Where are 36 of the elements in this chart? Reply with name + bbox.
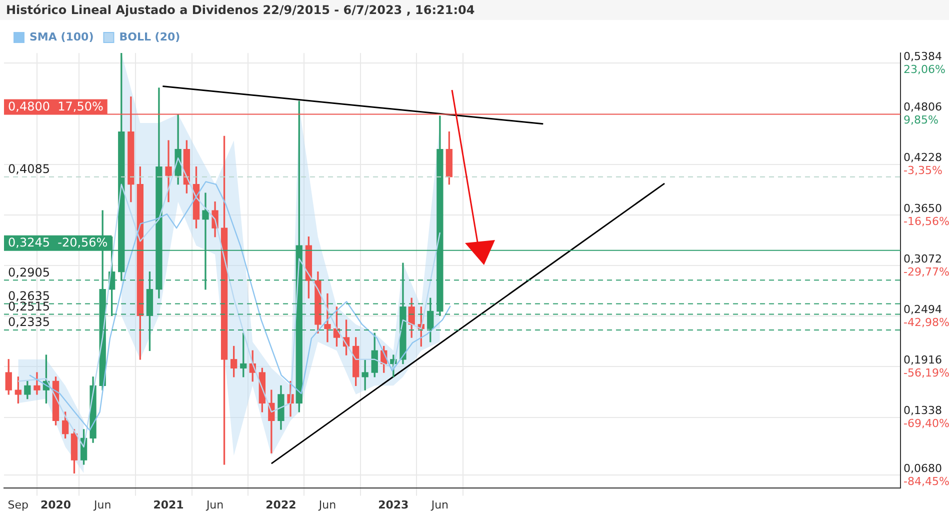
x-tick-label: 2020 <box>40 498 72 512</box>
y2-tick-label: -16,56% <box>904 214 949 228</box>
legend-label: BOLL (20) <box>119 30 180 44</box>
y2-tick-label: -69,40% <box>904 417 949 430</box>
y-tick-label: 0,1338 <box>904 404 942 418</box>
x-tick-label: Sep <box>8 498 29 512</box>
x-tick-label: 2022 <box>266 498 296 512</box>
y2-tick-label: 23,06% <box>904 62 946 76</box>
y2-tick-label: -42,98% <box>904 316 949 329</box>
y-tick-label: 0,5384 <box>904 50 942 64</box>
ref-line-label: 0,2905 <box>8 265 50 280</box>
chart-title: Histórico Lineal Ajustado a Dividenos 22/9/2015 - 6/7/2023 , 16:21:04 <box>0 0 949 20</box>
ref-line-label: 0,4800 17,50% <box>8 99 104 114</box>
y2-tick-label: -3,35% <box>904 164 942 178</box>
y-tick-label: 0,2494 <box>904 303 942 316</box>
y-tick-label: 0,1916 <box>904 354 942 367</box>
y2-tick-label: -56,19% <box>904 366 949 380</box>
legend-label: SMA (100) <box>30 30 94 44</box>
ref-line-label: 0,4085 <box>8 162 50 176</box>
x-tick-label: Jun <box>205 498 224 512</box>
y-tick-label: 0,3072 <box>904 252 942 266</box>
y2-tick-label: 9,85% <box>904 114 938 127</box>
x-tick-label: Jun <box>92 498 112 512</box>
y-tick-label: 0,0680 <box>904 462 942 475</box>
x-tick-label: 2023 <box>378 498 409 512</box>
x-tick-label: Jun <box>318 498 336 512</box>
y2-tick-label: -29,77% <box>904 265 949 278</box>
ref-line-label: 0,2635 <box>8 288 50 303</box>
y-tick-label: 0,4228 <box>904 151 942 164</box>
y-tick-label: 0,3650 <box>904 202 942 215</box>
y-tick-label: 0,4806 <box>904 100 942 114</box>
ref-line-label: 0,2335 <box>8 315 50 330</box>
x-tick-label: 2021 <box>153 498 184 512</box>
x-tick-label: Jun <box>430 498 449 512</box>
ref-line-label: 0,3245 -20,56% <box>8 236 108 250</box>
y2-tick-label: -84,45% <box>904 474 949 488</box>
